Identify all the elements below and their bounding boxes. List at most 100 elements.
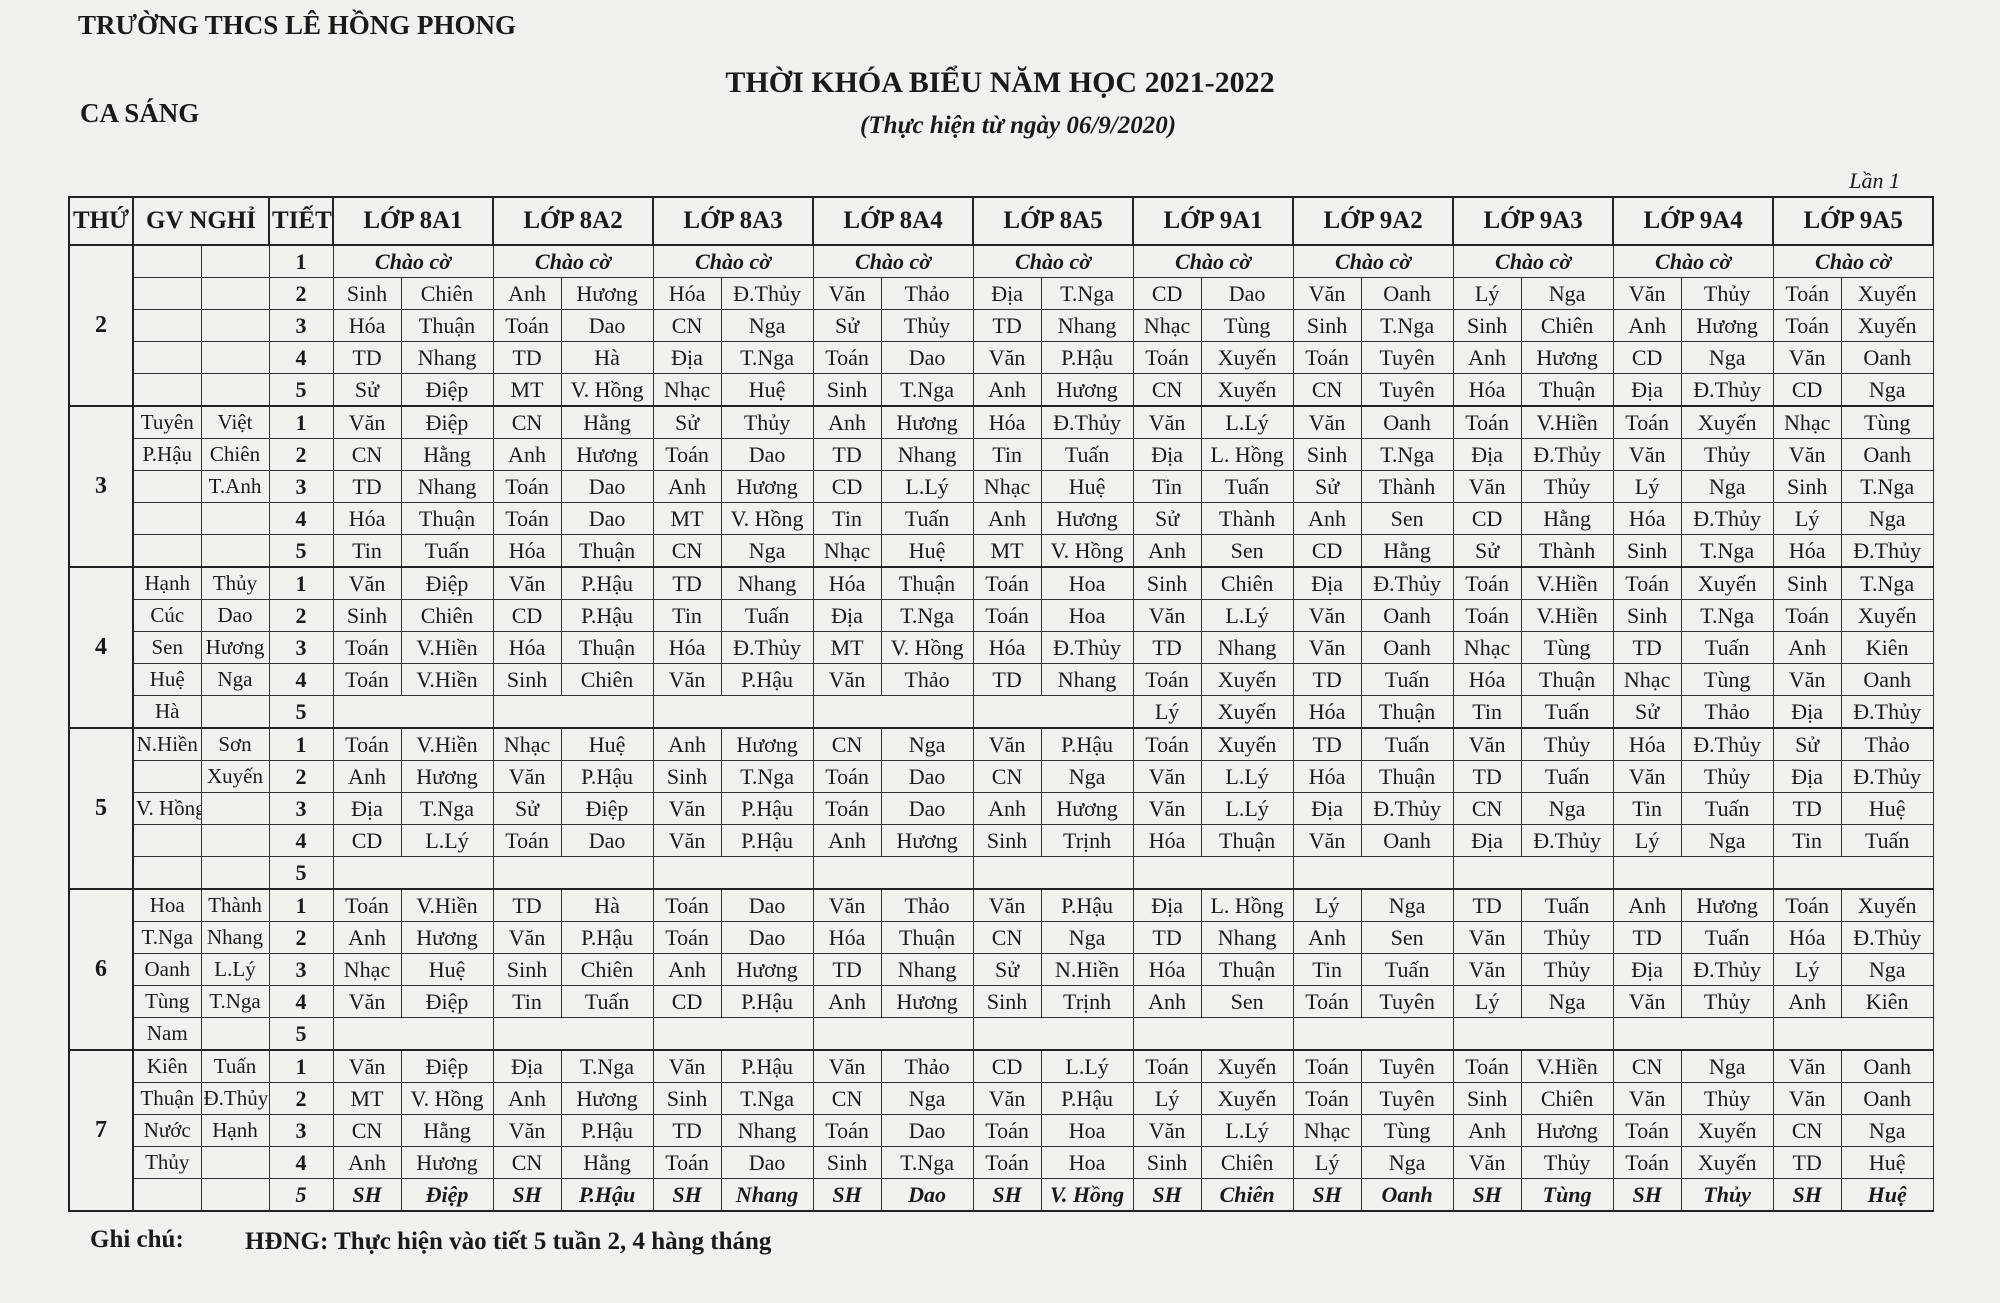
absent-empty [200,502,270,535]
subject-cell: Tin [1772,824,1842,857]
teacher-cell: Nhang [1040,309,1134,342]
teacher-cell: Thảo [880,663,974,696]
subject-cell: Sử [492,792,562,825]
absent-teacher: Dao [200,599,270,632]
subject-cell: Địa [1292,566,1362,600]
subject-cell: CD [1292,534,1362,568]
subject-cell: Toán [1772,309,1842,342]
teacher-cell: T.Nga [1360,438,1454,471]
subject-cell: Toán [972,599,1042,632]
period-row: 3 Hóa Thuận Toán Dao CN Nga Sử Thủy TD Nhang Nhạc Tù… [69,309,1934,342]
teacher-cell: Dao [560,502,654,535]
teacher-cell: Oanh [1840,663,1934,696]
subject-cell: Hóa [332,309,402,342]
subject-cell: Địa [1772,760,1842,793]
period-row: 5 N.Hiền Sơn 1 Toán V.Hiền Nhạc Huệ Anh Hương CN Ng… [68,727,1934,890]
teacher-cell: Thành [1520,534,1614,568]
teacher-cell: Dao [720,438,814,471]
empty-cell [1772,1017,1934,1051]
subject-cell: Lý [1452,985,1522,1018]
teacher-cell: Oanh [1840,1049,1934,1083]
teacher-cell: L.Lý [1200,792,1294,825]
teacher-cell: Nhang [400,470,494,503]
subject-cell: Văn [332,405,402,439]
teacher-cell: Huệ [720,373,814,407]
teacher-cell: Thảo [880,888,974,922]
teacher-cell: Hoa [1040,1146,1134,1179]
subject-cell: TD [1612,921,1682,954]
teacher-cell: Thủy [1680,277,1774,310]
subject-cell: Văn [1292,824,1362,857]
teacher-cell: T.Nga [560,1049,654,1083]
teacher-cell: Nga [720,534,814,568]
teacher-cell: Hằng [560,1146,654,1179]
subject-cell: Hóa [332,502,402,535]
teacher-cell: Oanh [1840,341,1934,374]
subject-cell: Toán [1612,566,1682,600]
subject-cell: Văn [1132,792,1202,825]
subject-cell: Văn [812,888,882,922]
period-row: Nước Hạnh 3 CN Hằng Văn P.Hậu TD Nhang Toán Dao Toá… [69,1114,1934,1147]
subject-cell: Anh [1132,985,1202,1018]
subject-cell: Văn [1772,341,1842,374]
subject-cell: CD [332,824,402,857]
teacher-cell: Tuấn [1680,792,1774,825]
teacher-cell: Hương [1520,1114,1614,1147]
ceremony-cell: Chào cờ [1452,244,1614,278]
teacher-cell: Xuyến [1680,405,1774,439]
subject-cell: Toán [1772,277,1842,310]
teacher-cell: Dao [880,792,974,825]
subject-cell: Anh [812,824,882,857]
period-row: Huệ Nga 4 Toán V.Hiền Sinh Chiên Văn P.Hậu Văn Thả… [69,663,1934,696]
subject-cell: Toán [652,1146,722,1179]
subject-cell: SH [812,1178,882,1212]
absent-empty [200,824,270,857]
subject-cell: Toán [1292,1082,1362,1115]
absent-empty [200,1017,270,1051]
title: THỜI KHÓA BIỂU NĂM HỌC 2021-2022 [725,66,1275,99]
teacher-cell: Thuận [560,534,654,568]
subject-cell: Hóa [1612,502,1682,535]
subject-cell: Văn [332,1049,402,1083]
empty-cell [1292,856,1454,890]
teacher-cell: Thủy [880,309,974,342]
subject-cell: Anh [1612,309,1682,342]
subject-cell: Văn [1612,760,1682,793]
subject-cell: Tin [332,534,402,568]
subject-cell: Toán [332,727,402,761]
day-cell: 3 [68,405,134,568]
subject-cell: Toán [1612,1114,1682,1147]
subject-cell: Toán [812,341,882,374]
teacher-cell: Xuyến [1680,566,1774,600]
subject-cell: CN [652,309,722,342]
period-cell: 2 [268,921,334,954]
subject-cell: CD [1132,277,1202,310]
subject-cell: Toán [492,502,562,535]
absent-teacher: Nam [132,1017,202,1051]
absent-teacher: Hoa [132,888,202,922]
subject-cell: Văn [1612,1082,1682,1115]
period-cell: 1 [268,566,334,600]
subject-cell: Sinh [652,1082,722,1115]
subject-cell: Địa [1132,888,1202,922]
teacher-cell: Nhang [1200,631,1294,664]
absent-teacher: V. Hồng [132,792,202,825]
column-header: LỚP 9A2 [1292,196,1455,246]
subject-cell: Văn [1452,727,1522,761]
subject-cell: Hóa [652,631,722,664]
absent-teacher: Huệ [132,663,202,696]
absent-teacher: T.Anh [200,470,270,503]
teacher-cell: Tuấn [880,502,974,535]
teacher-cell: Thủy [720,405,814,439]
teacher-cell: Oanh [1360,599,1454,632]
subject-cell: Toán [1132,663,1202,696]
period-row: T.Nga Nhang 2 Anh Hương Văn P.Hậu Toán Dao Hóa Thu… [69,921,1934,954]
teacher-cell: Tuấn [1680,921,1774,954]
subject-cell: Toán [1292,1049,1362,1083]
teacher-cell: Tuấn [1360,663,1454,696]
subject-cell: TD [972,309,1042,342]
subject-cell: SH [492,1178,562,1212]
subject-cell: Sinh [332,277,402,310]
teacher-cell: Huệ [1840,1146,1934,1179]
